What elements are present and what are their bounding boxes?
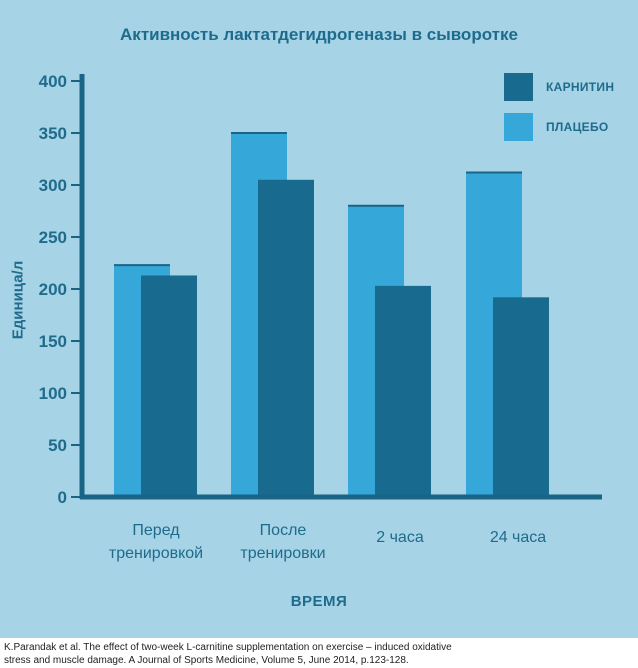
chart-panel: 0 50 100 150 200 250 300 350 400 Перед тренировкой…	[0, 0, 638, 638]
legend-label-placebo: ПЛАЦЕБО	[546, 120, 609, 134]
y-tick-label-350: 350	[39, 124, 67, 143]
bar-carnitine-2	[375, 285, 431, 497]
x-tick-label-0-0: Перед	[132, 522, 180, 539]
x-tick-label-1-1: тренировки	[240, 545, 325, 562]
x-tick-label-0-1: тренировкой	[109, 545, 203, 562]
y-tick-label-100: 100	[39, 384, 67, 403]
y-tick-label-50: 50	[48, 436, 67, 455]
y-tick-label-0: 0	[58, 488, 67, 507]
bar-carnitine-1	[258, 179, 314, 498]
legend-swatch-placebo	[504, 113, 533, 141]
source-caption-line-2: stress and muscle damage. A Journal of S…	[4, 655, 409, 666]
y-tick-label-300: 300	[39, 176, 67, 195]
chart-title: Активность лактатдегидрогеназы в сыворот…	[120, 25, 518, 44]
source-caption: K.Parandak et al. The effect of two-week…	[4, 641, 634, 667]
legend-label-carnitine: КАРНИТИН	[546, 80, 615, 94]
bar-carnitine-0	[141, 275, 197, 497]
source-caption-line-1: K.Parandak et al. The effect of two-week…	[4, 642, 452, 653]
x-tick-label-1-0: После	[260, 522, 307, 539]
y-tick-label-150: 150	[39, 332, 67, 351]
bar-series-carnitine	[141, 179, 549, 498]
y-tick-label-400: 400	[39, 72, 67, 91]
x-axis-label: ВРЕМЯ	[290, 593, 348, 610]
y-axis-label-text: Единица/л	[9, 260, 27, 340]
x-tick-label-3-0: 24 часа	[490, 529, 546, 546]
y-tick-label-250: 250	[39, 228, 67, 247]
x-tick-label-2-0: 2 часа	[376, 529, 424, 546]
chart-canvas: 0 50 100 150 200 250 300 350 400 Перед тренировкой…	[39, 72, 602, 562]
y-tick-label-200: 200	[39, 280, 67, 299]
legend-swatch-carnitine	[504, 73, 533, 101]
bar-carnitine-3	[493, 297, 549, 497]
